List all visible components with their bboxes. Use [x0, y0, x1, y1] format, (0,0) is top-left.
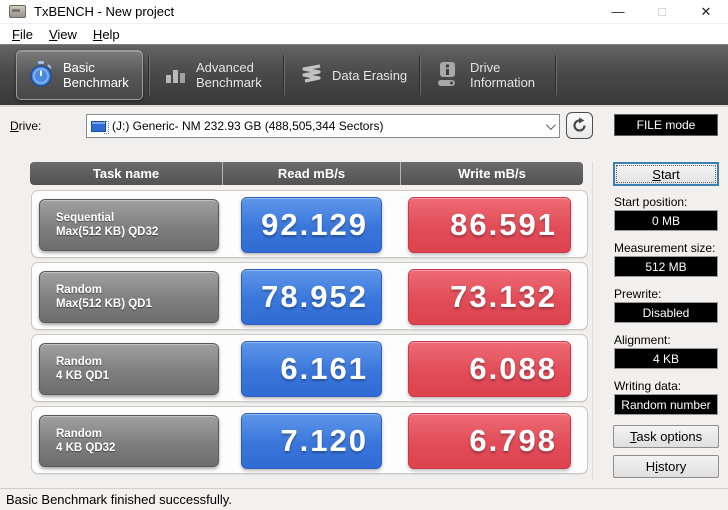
title-bar: TxBENCH - New project — □ ✕ [0, 0, 728, 24]
tab-data-erasing[interactable]: Data Erasing [288, 50, 414, 100]
status-bar: Basic Benchmark finished successfully. [0, 488, 728, 510]
task-options-button[interactable]: Task options [613, 425, 719, 448]
tab-basic-benchmark[interactable]: Basic Benchmark [16, 50, 143, 100]
measurement-size-label: Measurement size: [614, 241, 716, 255]
table-header: Task name Read mB/s Write mB/s [30, 162, 583, 185]
menu-bar: File View Help [0, 24, 728, 44]
stopwatch-icon [28, 60, 54, 91]
measurement-size-value[interactable]: 512 MB [614, 256, 718, 277]
table-row: Random 4 KB QD32 7.120 6.798 [31, 406, 588, 474]
alignment-value[interactable]: 4 KB [614, 348, 718, 369]
tab-drive-information[interactable]: Drive Information [424, 50, 550, 100]
start-position-label: Start position: [614, 195, 688, 209]
tab-advanced-benchmark[interactable]: Advanced Benchmark [152, 50, 278, 100]
drive-select[interactable]: (J:) Generic- NM 232.93 GB (488,505,344 … [86, 114, 560, 138]
drive-icon [91, 120, 109, 134]
drive-info-icon [435, 60, 461, 91]
tab-separator [555, 55, 556, 95]
chevron-down-icon [545, 119, 556, 130]
maximize-button[interactable]: □ [658, 4, 666, 19]
file-mode-button[interactable]: FILE mode [614, 114, 718, 136]
tab-label-line1: Drive [470, 60, 501, 75]
prewrite-value[interactable]: Disabled [614, 302, 718, 323]
writing-data-value[interactable]: Random number [614, 394, 718, 415]
app-icon [9, 5, 26, 18]
read-value: 7.120 [241, 413, 382, 469]
table-right-edge [592, 162, 593, 480]
table-row: Sequential Max(512 KB) QD32 92.129 86.59… [31, 190, 588, 258]
read-value: 92.129 [241, 197, 382, 253]
refresh-icon [573, 117, 586, 132]
minimize-button[interactable]: — [611, 4, 625, 19]
tab-label-line2: Benchmark [63, 75, 129, 90]
drive-label: Drive: [10, 119, 42, 133]
start-button[interactable]: Start [613, 162, 719, 186]
table-row: Random Max(512 KB) QD1 78.952 73.132 [31, 262, 588, 330]
header-read: Read mB/s [222, 162, 400, 185]
tab-label-line1: Data Erasing [332, 67, 408, 83]
read-value: 78.952 [241, 269, 382, 325]
menu-help[interactable]: Help [92, 26, 120, 42]
tab-label-line1: Basic [63, 60, 95, 75]
history-button[interactable]: History [613, 455, 719, 478]
writing-data-label: Writing data: [614, 379, 682, 393]
write-value: 6.088 [408, 341, 571, 397]
tabbar-bottom-edge [0, 105, 728, 107]
tab-label-line2: Benchmark [196, 75, 262, 90]
write-value: 6.798 [408, 413, 571, 469]
tab-label-line1: Advanced [196, 60, 254, 75]
refresh-drives-button[interactable] [566, 112, 593, 139]
status-text: Basic Benchmark finished successfully. [6, 492, 232, 507]
alignment-label: Alignment: [614, 333, 671, 347]
header-write: Write mB/s [400, 162, 583, 185]
task-button-random-4kb-qd1[interactable]: Random 4 KB QD1 [39, 343, 219, 395]
bar-chart-icon [163, 62, 187, 89]
tab-separator [419, 55, 420, 95]
prewrite-label: Prewrite: [614, 287, 662, 301]
read-value: 6.161 [241, 341, 382, 397]
tab-separator [148, 55, 149, 95]
task-button-random-qd1[interactable]: Random Max(512 KB) QD1 [39, 271, 219, 323]
tab-bar: Basic Benchmark Advanced Benchmark Data … [0, 44, 728, 106]
window-title: TxBENCH - New project [34, 4, 175, 19]
write-value: 86.591 [408, 197, 571, 253]
tab-separator [283, 55, 284, 95]
task-button-random-4kb-qd32[interactable]: Random 4 KB QD32 [39, 415, 219, 467]
menu-file[interactable]: File [12, 26, 33, 42]
menu-view[interactable]: View [48, 26, 77, 42]
close-button[interactable]: ✕ [700, 3, 712, 19]
table-row: Random 4 KB QD1 6.161 6.088 [31, 334, 588, 402]
task-button-sequential-qd32[interactable]: Sequential Max(512 KB) QD32 [39, 199, 219, 251]
eraser-zigzag-icon [299, 62, 323, 89]
combo-dropdown-zone[interactable] [539, 115, 559, 137]
header-task-name: Task name [92, 166, 160, 181]
start-position-value[interactable]: 0 MB [614, 210, 718, 231]
tab-label-line2: Information [470, 75, 536, 90]
drive-selected-value: (J:) Generic- NM 232.93 GB (488,505,344 … [112, 119, 384, 133]
write-value: 73.132 [408, 269, 571, 325]
